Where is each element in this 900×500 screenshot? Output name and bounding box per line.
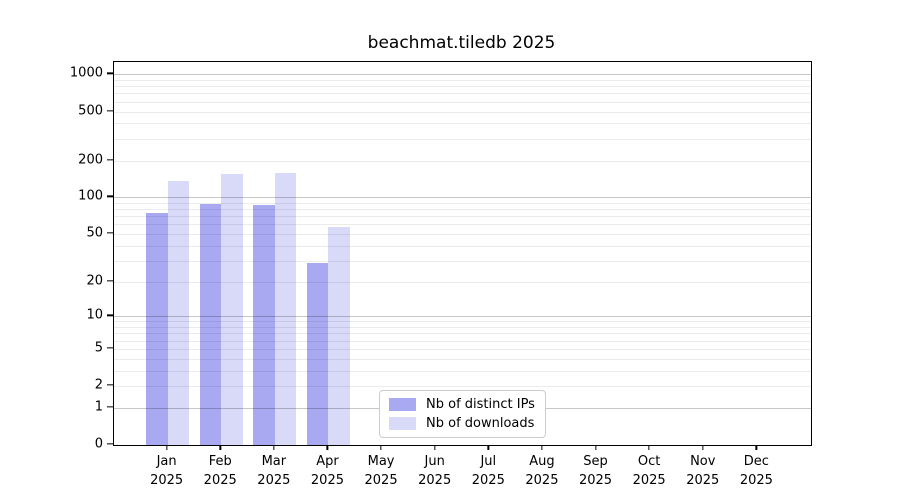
bar-downloads-jan xyxy=(167,181,190,445)
chart-title: beachmat.tiledb 2025 xyxy=(367,33,556,53)
minor-gridline xyxy=(114,86,811,88)
y-tick-mark xyxy=(106,72,113,75)
x-tick-mark xyxy=(219,445,221,451)
y-tick-label: 1000 xyxy=(69,65,103,81)
x-tick-label-may: May 2025 xyxy=(364,454,398,488)
x-tick-label-jan: Jan 2025 xyxy=(150,454,184,488)
x-tick-year: 2025 xyxy=(632,473,666,488)
major-gridline xyxy=(114,74,811,76)
x-tick-year: 2025 xyxy=(364,473,398,488)
x-tick-mark xyxy=(326,445,329,451)
y-tick-mark xyxy=(106,406,113,408)
x-tick-year: 2025 xyxy=(578,473,613,488)
x-tick-label-sep: Sep 2025 xyxy=(578,454,613,488)
bar-distinct-ips-apr xyxy=(306,262,329,445)
y-tick-label: 50 xyxy=(86,225,103,241)
x-tick-mark xyxy=(648,445,650,451)
x-tick-year: 2025 xyxy=(150,473,184,488)
y-tick-label: 0 xyxy=(94,436,103,452)
x-tick-year: 2025 xyxy=(418,473,452,488)
x-tick-year: 2025 xyxy=(310,473,344,488)
y-tick-mark xyxy=(106,314,113,317)
y-tick-mark xyxy=(106,158,113,161)
bar-downloads-mar xyxy=(274,172,297,445)
y-tick-mark xyxy=(106,443,113,445)
x-tick-mark xyxy=(434,445,436,451)
x-tick-label-jul: Jul 2025 xyxy=(471,454,505,488)
bar-distinct-ips-feb xyxy=(199,204,222,445)
y-tick-label: 1 xyxy=(94,399,103,415)
y-tick-label: 500 xyxy=(78,103,103,119)
y-tick-label: 100 xyxy=(78,188,103,204)
x-tick-year: 2025 xyxy=(471,473,505,488)
x-tick-year: 2025 xyxy=(257,473,291,488)
minor-gridline xyxy=(114,93,811,95)
major-gridline xyxy=(114,197,811,199)
minor-gridline xyxy=(114,80,811,82)
x-tick-year: 2025 xyxy=(686,473,720,488)
minor-gridline xyxy=(114,160,811,162)
y-tick-mark xyxy=(106,232,113,234)
y-tick-label: 5 xyxy=(94,340,103,356)
bar-downloads-feb xyxy=(221,173,243,445)
minor-gridline xyxy=(114,138,811,140)
x-tick-label-mar: Mar 2025 xyxy=(257,454,291,488)
x-tick-mark xyxy=(755,445,758,451)
x-tick-mark xyxy=(541,445,543,451)
y-tick-label: 20 xyxy=(86,273,103,289)
x-tick-mark xyxy=(380,445,382,451)
y-tick-mark xyxy=(106,384,113,386)
y-tick-mark xyxy=(106,109,113,112)
x-tick-mark xyxy=(594,445,597,451)
minor-gridline xyxy=(114,101,811,103)
plot-area: Nb of distinct IPs Nb of downloads xyxy=(113,61,812,446)
bar-distinct-ips-jan xyxy=(146,213,168,445)
y-tick-mark xyxy=(106,280,113,282)
x-tick-year: 2025 xyxy=(525,473,559,488)
bar-downloads-apr xyxy=(328,227,350,445)
legend-label-downloads: Nb of downloads xyxy=(426,416,535,431)
x-tick-label-feb: Feb 2025 xyxy=(203,454,237,488)
x-tick-label-apr: Apr 2025 xyxy=(310,454,344,488)
legend-label-distinct-ips: Nb of distinct IPs xyxy=(426,397,535,412)
y-tick-label: 10 xyxy=(86,307,103,323)
legend-row-distinct-ips: Nb of distinct IPs xyxy=(389,397,535,412)
legend-swatch-distinct-ips xyxy=(389,398,416,411)
x-tick-label-oct: Oct 2025 xyxy=(632,454,666,488)
x-tick-mark xyxy=(273,445,275,451)
y-tick-label: 200 xyxy=(78,152,103,167)
x-tick-mark xyxy=(165,445,168,451)
x-tick-label-jun: Jun 2025 xyxy=(418,454,452,488)
bar-distinct-ips-mar xyxy=(253,205,275,445)
x-tick-year: 2025 xyxy=(739,473,773,488)
y-tick-label: 2 xyxy=(94,377,103,393)
x-tick-mark xyxy=(702,445,704,451)
x-tick-label-nov: Nov 2025 xyxy=(686,454,720,488)
minor-gridline xyxy=(114,111,811,113)
legend: Nb of distinct IPs Nb of downloads xyxy=(379,390,546,438)
legend-swatch-downloads xyxy=(389,417,416,430)
y-tick-mark xyxy=(106,347,113,349)
x-tick-mark xyxy=(487,445,489,451)
x-tick-label-aug: Aug 2025 xyxy=(525,454,559,488)
x-tick-label-dec: Dec 2025 xyxy=(739,454,773,488)
minor-gridline xyxy=(114,123,811,125)
legend-row-downloads: Nb of downloads xyxy=(389,416,535,431)
x-tick-year: 2025 xyxy=(203,473,237,488)
y-tick-mark xyxy=(106,195,113,198)
